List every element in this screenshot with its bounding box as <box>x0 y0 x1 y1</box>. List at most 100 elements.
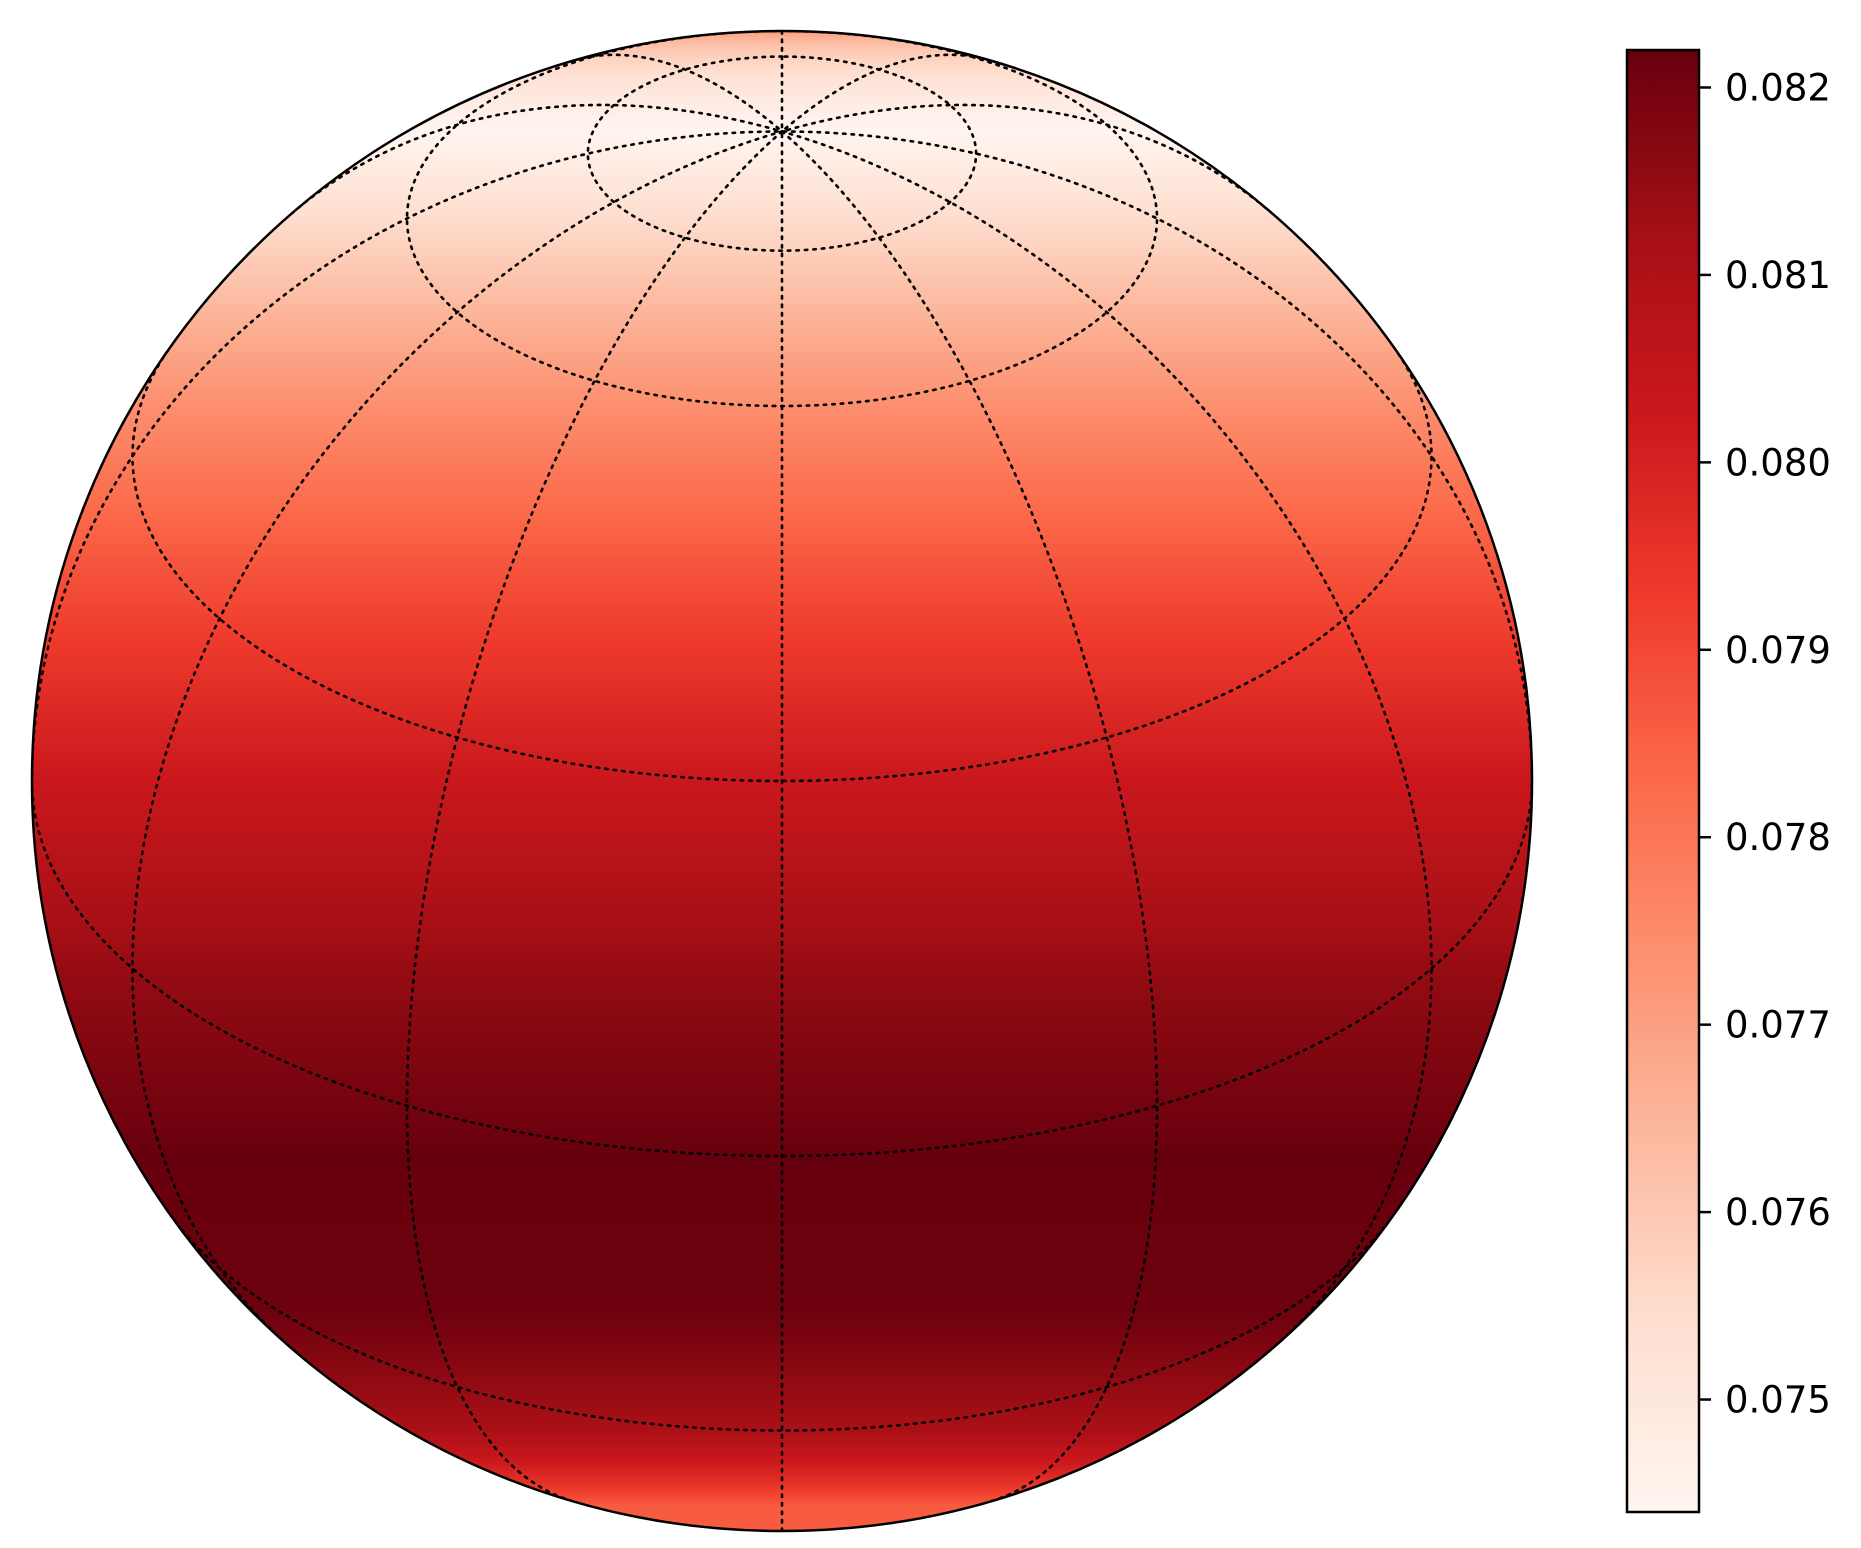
shading-band <box>32 1294 1532 1298</box>
shading-band <box>32 190 1532 194</box>
shading-band <box>32 928 1532 932</box>
shading-band <box>32 145 1532 149</box>
shading-band <box>32 709 1532 713</box>
shading-band <box>32 1312 1532 1316</box>
shading-band <box>32 325 1532 329</box>
shading-band <box>32 1303 1532 1307</box>
shading-band <box>32 52 1532 56</box>
shading-band <box>32 121 1532 125</box>
shading-band <box>32 409 1532 413</box>
shading-band <box>32 1507 1532 1511</box>
colorbar-tick-label: 0.081 <box>1725 254 1831 297</box>
shading-band <box>32 1006 1532 1010</box>
meridian-line <box>405 130 784 1503</box>
shading-band <box>32 589 1532 593</box>
shading-band <box>32 1192 1532 1196</box>
shading-band <box>32 1414 1532 1418</box>
shading-band <box>32 316 1532 320</box>
shading-band <box>32 1057 1532 1061</box>
shading-band <box>32 826 1532 830</box>
shading-band <box>32 1150 1532 1154</box>
sphere-outline <box>30 29 1534 1533</box>
shading-band <box>32 1285 1532 1289</box>
shading-band <box>32 1066 1532 1070</box>
shading-band <box>32 562 1532 566</box>
shading-band <box>32 283 1532 287</box>
shading-band <box>32 358 1532 362</box>
shading-band <box>32 1132 1532 1136</box>
shading-band <box>32 154 1532 158</box>
shading-band <box>32 1438 1532 1442</box>
shading-band <box>32 436 1532 440</box>
shading-band <box>32 607 1532 611</box>
shading-band <box>32 301 1532 305</box>
shading-band <box>32 904 1532 908</box>
graticule <box>32 31 1532 1531</box>
shading-band <box>32 1168 1532 1172</box>
shading-band <box>32 733 1532 737</box>
meridian-line <box>780 130 1433 1347</box>
shading-band <box>32 496 1532 500</box>
shading-band <box>32 103 1532 107</box>
shading-band <box>32 247 1532 251</box>
shading-band <box>32 418 1532 422</box>
shading-band <box>32 205 1532 209</box>
shading-band <box>32 343 1532 347</box>
shading-band <box>32 556 1532 560</box>
shading-band <box>32 1465 1532 1469</box>
shading-band <box>32 196 1532 200</box>
shading-band <box>32 529 1532 533</box>
shading-band <box>32 1090 1532 1094</box>
shading-band <box>32 622 1532 626</box>
shading-band <box>32 76 1532 80</box>
shading-band <box>32 1423 1532 1427</box>
shading-band <box>32 1336 1532 1340</box>
meridian-line <box>32 130 784 777</box>
shading-band <box>32 70 1532 74</box>
shading-band <box>32 1354 1532 1358</box>
shading-band <box>32 334 1532 338</box>
shading-band <box>32 811 1532 815</box>
shading-band <box>32 724 1532 728</box>
shading-band <box>32 505 1532 509</box>
shading-band <box>32 1159 1532 1163</box>
shading-band <box>32 1039 1532 1043</box>
shading-band <box>32 988 1532 992</box>
shading-band <box>32 571 1532 575</box>
shading-band <box>32 640 1532 644</box>
shading-band <box>32 919 1532 923</box>
shading-band <box>32 1387 1532 1391</box>
shading-band <box>32 148 1532 152</box>
shading-band <box>32 1015 1532 1019</box>
shading-band <box>32 1429 1532 1433</box>
shading-band <box>32 1378 1532 1382</box>
shading-band <box>32 502 1532 506</box>
shading-band <box>32 580 1532 584</box>
shading-band <box>32 85 1532 89</box>
shading-band <box>32 172 1532 176</box>
shading-band <box>32 469 1532 473</box>
shading-band <box>32 1498 1532 1502</box>
shading-band <box>32 547 1532 551</box>
shading-band <box>32 385 1532 389</box>
shading-band <box>32 913 1532 917</box>
shading-band <box>32 664 1532 668</box>
shading-band <box>32 274 1532 278</box>
shading-band <box>32 1174 1532 1178</box>
shading-band <box>32 868 1532 872</box>
shading-band <box>32 1117 1532 1121</box>
colorbar-tick-label: 0.079 <box>1725 629 1831 672</box>
shading-band <box>32 1243 1532 1247</box>
shading-band <box>32 853 1532 857</box>
shading-band <box>32 1081 1532 1085</box>
shading-band <box>32 1252 1532 1256</box>
shading-band <box>32 682 1532 686</box>
colorbar-tick-label: 0.082 <box>1725 66 1831 109</box>
shading-band <box>32 538 1532 542</box>
shading-band <box>32 181 1532 185</box>
shading-band <box>32 1219 1532 1223</box>
parallel-line <box>170 1215 1394 1432</box>
shading-band <box>32 139 1532 143</box>
shading-band <box>32 34 1532 38</box>
colorbar-tick-label: 0.075 <box>1725 1379 1831 1422</box>
